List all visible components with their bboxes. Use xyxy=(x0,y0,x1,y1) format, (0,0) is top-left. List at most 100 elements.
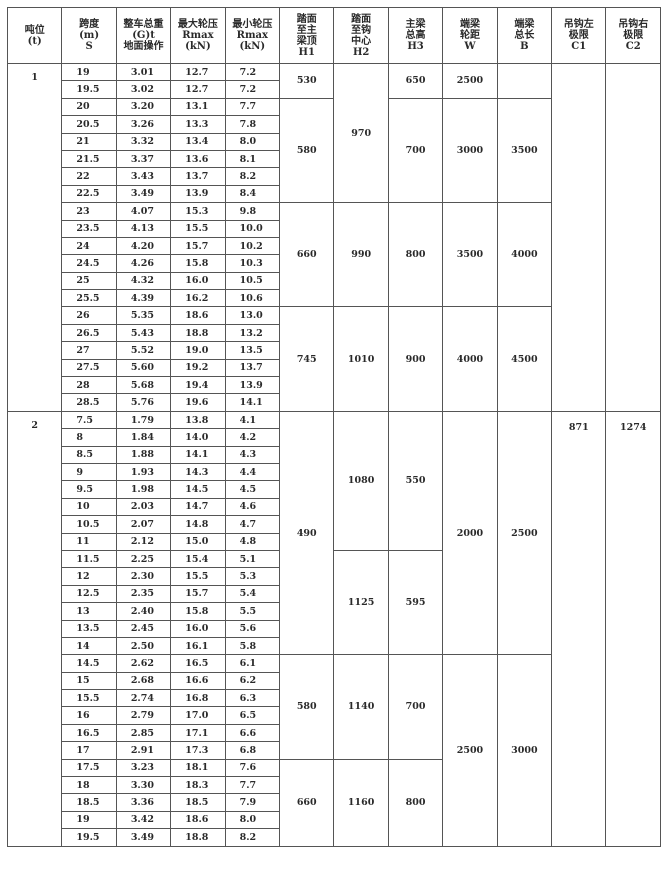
min-wheel-load-cell: 9.8 xyxy=(224,202,281,221)
column-header: 踏面 至钩 中心 H2 xyxy=(333,7,389,64)
weight-cell: 2.68 xyxy=(115,671,172,691)
column-header-line: (m) xyxy=(79,30,100,41)
weight-cell: 3.20 xyxy=(115,97,172,117)
max-wheel-load-cell: 18.8 xyxy=(170,323,226,343)
column-header-line: 总长 xyxy=(514,30,535,41)
table-row: 8 1.84 14.0 4.2 xyxy=(8,428,661,447)
weight-cell: 3.01 xyxy=(115,62,172,82)
column-header-line: (t) xyxy=(27,35,42,47)
max-wheel-load-cell: 12.7 xyxy=(170,62,226,82)
table-row: 14 2.50 16.1 5.8 xyxy=(8,636,661,656)
max-wheel-load-cell: 17.3 xyxy=(170,741,226,760)
column-header-line: 梁顶 xyxy=(296,35,317,47)
table-row: 21 3.32 13.4 8.0 xyxy=(8,132,661,151)
b-cell: 4000 xyxy=(496,202,553,308)
min-wheel-load-cell: 13.7 xyxy=(224,358,281,378)
column-header: 吊钩左 极限 C1 xyxy=(551,7,607,64)
h2-cell: 1140 xyxy=(333,654,389,760)
column-header-line: 端梁 xyxy=(514,19,535,30)
span-cell: 17.5 xyxy=(61,758,117,778)
max-wheel-load-cell: 14.8 xyxy=(170,515,226,534)
h2-cell: 1160 xyxy=(333,758,389,847)
span-cell: 16.5 xyxy=(61,723,117,743)
span-cell: 28.5 xyxy=(61,393,117,412)
span-cell: 24 xyxy=(61,236,117,256)
min-wheel-load-cell: 8.0 xyxy=(224,810,281,830)
span-cell: 19.5 xyxy=(61,80,117,99)
min-wheel-load-cell: 4.5 xyxy=(224,480,281,499)
weight-cell: 2.74 xyxy=(115,689,172,708)
span-cell: 17 xyxy=(61,741,117,760)
span-cell: 14.5 xyxy=(61,654,117,673)
max-wheel-load-cell: 15.5 xyxy=(170,567,226,586)
weight-cell: 5.60 xyxy=(115,358,172,378)
min-wheel-load-cell: 5.3 xyxy=(224,567,281,586)
max-wheel-load-cell: 14.0 xyxy=(170,428,226,447)
weight-cell: 3.43 xyxy=(115,167,172,186)
column-header-line: 吊钩左 xyxy=(563,19,594,30)
h3-cell: 700 xyxy=(387,654,444,760)
w-cell: 2500 xyxy=(442,63,498,99)
max-wheel-load-cell: 13.3 xyxy=(170,115,226,134)
max-wheel-load-cell: 13.7 xyxy=(170,167,226,186)
column-header-line: 总高 xyxy=(405,30,426,41)
h1-cell: 580 xyxy=(279,97,335,204)
min-wheel-load-cell: 6.3 xyxy=(224,689,281,708)
span-cell: 12 xyxy=(61,567,117,586)
column-header: 跨度 (m) S xyxy=(61,7,117,64)
span-cell: 8.5 xyxy=(61,445,117,464)
span-cell: 22 xyxy=(61,167,117,186)
weight-cell: 3.23 xyxy=(115,758,172,778)
min-wheel-load-cell: 10.0 xyxy=(224,219,281,238)
span-cell: 10.5 xyxy=(61,515,117,534)
max-wheel-load-cell: 13.6 xyxy=(170,149,226,169)
max-wheel-load-cell: 13.1 xyxy=(170,97,226,117)
column-header-line: 至钩 xyxy=(351,24,372,36)
max-wheel-load-cell: 16.5 xyxy=(170,654,226,673)
max-wheel-load-cell: 18.3 xyxy=(170,776,226,795)
min-wheel-load-cell: 13.0 xyxy=(224,306,281,325)
column-header-line: H1 xyxy=(298,46,315,58)
span-cell: 13 xyxy=(61,602,117,621)
span-cell: 20.5 xyxy=(61,115,117,134)
table-row: 19.5 3.49 18.8 8.2 xyxy=(8,828,661,847)
column-header-line: 整车总重 xyxy=(123,19,164,30)
column-header-line: (G)t xyxy=(132,30,155,41)
table-row: 20 3.20 13.1 7.7 580 700 3000 3500 xyxy=(8,97,661,204)
max-wheel-load-cell: 15.0 xyxy=(170,532,226,551)
table-row: 25.5 4.39 16.2 10.6 xyxy=(8,289,661,308)
span-cell: 23 xyxy=(61,202,117,221)
span-cell: 25 xyxy=(61,271,117,291)
min-wheel-load-cell: 13.2 xyxy=(224,323,281,343)
span-cell: 9.5 xyxy=(61,480,117,499)
column-header-line: 吊钩右 xyxy=(618,19,649,30)
table-row: 18.5 3.36 18.5 7.9 xyxy=(8,793,661,812)
h2-cell: 1010 xyxy=(333,306,389,412)
weight-cell: 1.88 xyxy=(115,445,172,464)
w-cell: 3500 xyxy=(442,202,498,308)
table-row: 23 4.07 15.3 9.8 660 990 800 3500 4000 xyxy=(8,202,661,308)
min-wheel-load-cell: 6.6 xyxy=(224,723,281,743)
span-cell: 8 xyxy=(61,428,117,447)
table-row: 23.5 4.13 15.5 10.0 xyxy=(8,219,661,238)
max-wheel-load-cell: 13.9 xyxy=(170,184,226,204)
span-cell: 28 xyxy=(61,376,117,395)
max-wheel-load-cell: 19.0 xyxy=(170,341,226,360)
w-cell: 3000 xyxy=(442,97,498,204)
h3-cell: 800 xyxy=(387,202,444,308)
column-header: 最大轮压 Rmax (kN) xyxy=(170,7,226,64)
span-cell: 21.5 xyxy=(61,149,117,169)
column-header-line: S xyxy=(85,41,93,52)
min-wheel-load-cell: 4.7 xyxy=(224,515,281,534)
min-wheel-load-cell: 8.4 xyxy=(224,184,281,204)
max-wheel-load-cell: 16.1 xyxy=(170,636,226,656)
max-wheel-load-cell: 16.0 xyxy=(170,271,226,291)
column-header-line: 踏面 xyxy=(296,13,317,25)
max-wheel-load-cell: 15.3 xyxy=(170,202,226,221)
max-wheel-load-cell: 16.0 xyxy=(170,619,226,638)
weight-cell: 2.07 xyxy=(115,515,172,534)
span-cell: 7.5 xyxy=(61,410,117,430)
max-wheel-load-cell: 16.2 xyxy=(170,289,226,308)
weight-cell: 1.98 xyxy=(115,480,172,499)
column-header: 吨位 (t) xyxy=(6,7,63,64)
